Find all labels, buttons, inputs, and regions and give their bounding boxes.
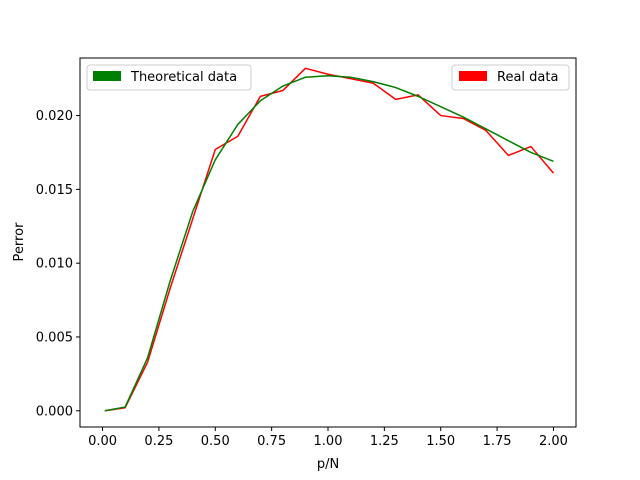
x-tick-label: 1.00 — [314, 434, 343, 449]
x-tick-label: 0.00 — [88, 434, 117, 449]
legend-real-swatch — [459, 71, 487, 81]
y-tick-label: 0.010 — [36, 257, 73, 272]
x-tick-label: 0.25 — [144, 434, 173, 449]
legend-theoretical-label: Theoretical data — [130, 70, 237, 85]
y-axis-label: Perror — [12, 222, 27, 262]
x-tick-label: 1.25 — [370, 434, 399, 449]
x-tick-label: 1.50 — [426, 434, 455, 449]
y-tick-label: 0.015 — [36, 183, 73, 198]
legend-theoretical-swatch — [93, 71, 121, 81]
x-axis: 0.00 0.25 0.50 0.75 1.00 1.25 1.50 1.75 2.00 — [88, 427, 568, 449]
legend-theoretical: Theoretical data — [86, 64, 252, 91]
y-tick-label: 0.005 — [36, 330, 73, 345]
y-tick-label: 0.000 — [36, 404, 73, 419]
legend-theoretical-box — [86, 64, 252, 91]
plot-area — [104, 67, 555, 412]
x-tick-label: 2.00 — [539, 434, 568, 449]
x-tick-label: 0.75 — [257, 434, 286, 449]
legend-real: Real data — [451, 64, 570, 91]
legend-real-label: Real data — [497, 70, 558, 85]
x-axis-label: p/N — [317, 457, 339, 472]
series-line-theoretical — [104, 74, 554, 412]
y-tick-label: 0.020 — [36, 109, 73, 124]
x-tick-label: 1.75 — [483, 434, 512, 449]
y-axis: 0.000 0.005 0.010 0.015 0.020 — [36, 109, 80, 419]
x-tick-label: 0.50 — [201, 434, 230, 449]
series-line-real — [104, 67, 555, 412]
